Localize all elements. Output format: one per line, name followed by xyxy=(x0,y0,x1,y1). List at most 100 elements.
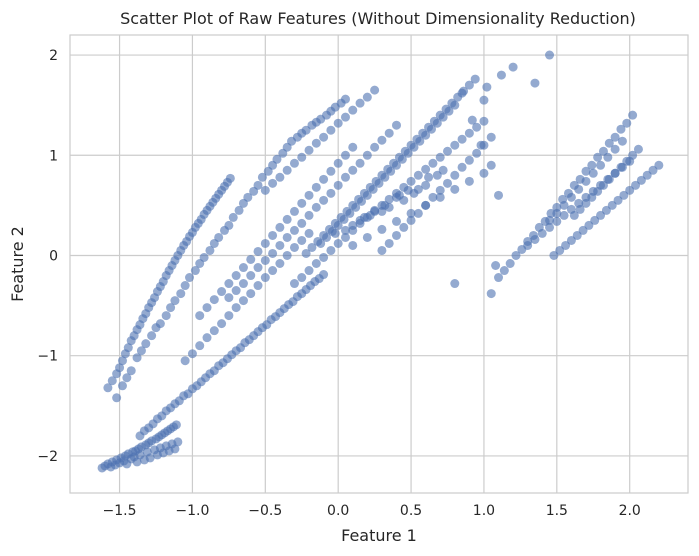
scatter-point xyxy=(479,168,489,178)
scatter-point xyxy=(413,170,423,180)
x-tick-label: 2.0 xyxy=(619,503,641,519)
scatter-point xyxy=(559,200,569,210)
scatter-point xyxy=(384,128,394,138)
scatter-point xyxy=(190,266,200,276)
scatter-point xyxy=(304,210,314,220)
scatter-point xyxy=(450,100,460,110)
scatter-point xyxy=(391,120,401,130)
scatter-point xyxy=(345,208,355,218)
scatter-point xyxy=(444,106,454,116)
scatter-point xyxy=(195,311,205,321)
scatter-point xyxy=(491,261,501,271)
scatter-point xyxy=(421,164,431,174)
scatter-point xyxy=(610,132,620,142)
scatter-point xyxy=(386,166,396,176)
scatter-point xyxy=(282,232,292,242)
scatter-point xyxy=(530,78,540,88)
scatter-point xyxy=(326,166,336,176)
scatter-point xyxy=(370,142,380,152)
scatter-point xyxy=(161,311,171,321)
scatter-point xyxy=(246,254,256,264)
scatter-point xyxy=(631,180,641,190)
x-tick-label: −1.0 xyxy=(175,503,209,519)
x-tick-label: 1.0 xyxy=(473,503,495,519)
scatter-point xyxy=(319,195,329,205)
scatter-point xyxy=(171,420,181,430)
scatter-point xyxy=(617,136,627,146)
scatter-point xyxy=(628,150,638,160)
scatter-point xyxy=(234,205,244,215)
x-axis-label: Feature 1 xyxy=(341,526,417,545)
scatter-point xyxy=(593,186,603,196)
scatter-point xyxy=(260,255,270,265)
scatter-point xyxy=(391,160,401,170)
scatter-point xyxy=(275,222,285,232)
scatter-point xyxy=(224,311,234,321)
y-axis-ticks: −2 −1 0 1 2 xyxy=(37,48,58,465)
scatter-point xyxy=(470,74,480,84)
scatter-point xyxy=(257,172,267,182)
scatter-point xyxy=(253,246,263,256)
scatter-point xyxy=(610,144,620,154)
scatter-point xyxy=(574,184,584,194)
scatter-point xyxy=(499,266,509,276)
y-tick-label: −2 xyxy=(37,449,58,465)
scatter-point xyxy=(394,190,404,200)
scatter-point xyxy=(555,245,565,255)
scatter-point xyxy=(569,210,579,220)
scatter-point xyxy=(289,206,299,216)
scatter-point xyxy=(217,319,227,329)
scatter-point xyxy=(224,293,234,303)
scatter-point xyxy=(228,212,238,222)
scatter-point xyxy=(231,271,241,281)
scatter-point xyxy=(180,281,190,291)
scatter-point xyxy=(326,245,336,255)
scatter-point xyxy=(435,185,445,195)
scatter-point xyxy=(397,154,407,164)
y-tick-label: 0 xyxy=(49,248,58,264)
scatter-point xyxy=(132,353,142,363)
scatter-point xyxy=(231,286,241,296)
scatter-point xyxy=(333,220,343,230)
y-tick-label: 2 xyxy=(49,48,58,64)
scatter-point xyxy=(464,155,474,165)
scatter-point xyxy=(141,339,151,349)
scatter-point xyxy=(443,178,453,188)
scatter-point xyxy=(545,50,555,60)
scatter-point xyxy=(572,230,582,240)
scatter-point xyxy=(596,160,606,170)
scatter-point xyxy=(362,232,372,242)
scatter-point xyxy=(603,152,613,162)
scatter-point xyxy=(117,381,127,391)
scatter-point xyxy=(282,165,292,175)
scatter-point xyxy=(297,198,307,208)
scatter-point xyxy=(584,220,594,230)
scatter-point xyxy=(253,263,263,273)
scatter-point xyxy=(648,165,658,175)
scatter-point xyxy=(333,118,343,128)
y-tick-label: −1 xyxy=(37,349,58,365)
scatter-point xyxy=(409,142,419,152)
scatter-point xyxy=(523,236,533,246)
y-axis-label: Feature 2 xyxy=(8,226,27,302)
scatter-point xyxy=(380,172,390,182)
scatter-point xyxy=(413,184,423,194)
scatter-point xyxy=(399,222,409,232)
scatter-point xyxy=(561,240,571,250)
scatter-point xyxy=(304,228,314,238)
scatter-point xyxy=(289,225,299,235)
scatter-point xyxy=(370,85,380,95)
scatter-point xyxy=(472,148,482,158)
scatter-point xyxy=(311,202,321,212)
scatter-point xyxy=(486,289,496,299)
scatter-point xyxy=(330,228,340,238)
scatter-point xyxy=(549,250,559,260)
scatter-point xyxy=(275,258,285,268)
scatter-point xyxy=(107,376,117,386)
scatter-point xyxy=(304,145,314,155)
scatter-point xyxy=(391,230,401,240)
scatter-point xyxy=(304,190,314,200)
x-tick-label: −0.5 xyxy=(248,503,282,519)
scatter-point xyxy=(432,118,442,128)
scatter-point xyxy=(438,112,448,122)
